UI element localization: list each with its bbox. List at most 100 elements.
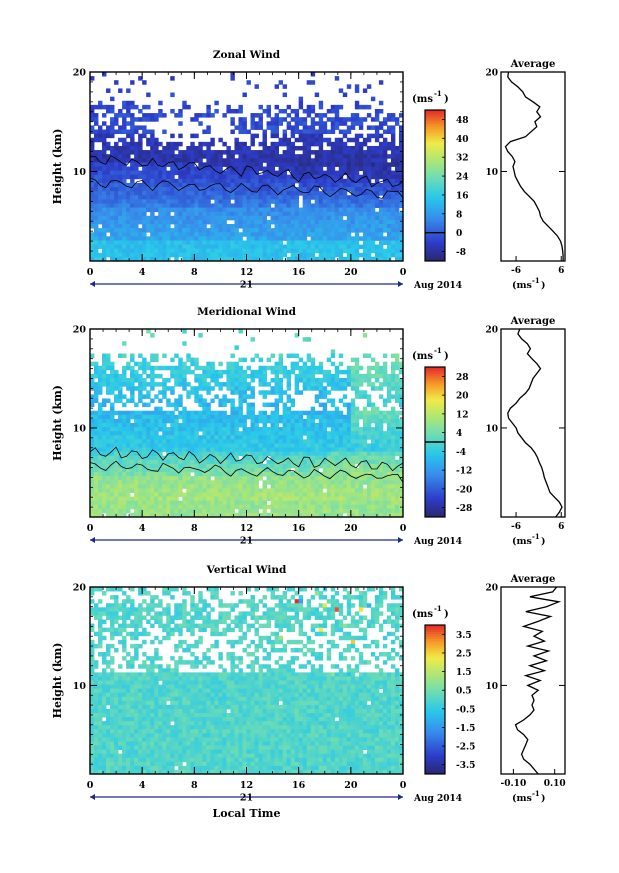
heatmap-cell xyxy=(338,224,344,229)
heatmap-cell xyxy=(350,492,356,497)
heatmap-cell xyxy=(110,195,115,200)
heatmap-cell xyxy=(190,480,195,485)
heatmap-cell xyxy=(266,414,271,420)
heatmap-cell xyxy=(310,492,316,497)
heatmap-cell xyxy=(374,361,380,367)
heatmap-cell xyxy=(122,224,127,229)
heatmap-cell xyxy=(374,158,380,163)
heatmap-cell xyxy=(370,248,376,254)
heatmap-cell xyxy=(310,219,316,225)
heatmap-cell xyxy=(126,488,131,493)
heatmap-cell xyxy=(302,455,308,461)
heatmap-cell xyxy=(338,353,344,359)
heatmap-cell xyxy=(174,382,179,387)
heatmap-cell xyxy=(162,256,167,262)
heatmap-cell xyxy=(226,484,231,489)
heatmap-cell xyxy=(286,439,292,444)
heatmap-cell xyxy=(146,459,151,465)
heatmap-cell xyxy=(242,390,247,395)
heatmap-cell xyxy=(330,141,336,147)
heatmap-cell xyxy=(138,108,143,114)
heatmap-cell xyxy=(102,236,107,241)
heatmap-cell xyxy=(134,480,139,485)
heatmap-cell xyxy=(302,337,308,342)
heatmap-cell xyxy=(318,219,324,225)
heatmap-cell xyxy=(322,423,328,428)
heatmap-cell xyxy=(330,488,336,493)
heatmap-cell xyxy=(150,382,155,387)
heatmap-cell xyxy=(102,373,107,379)
heatmap-cell xyxy=(314,398,320,403)
heatmap-cell xyxy=(242,211,247,217)
heatmap-cell xyxy=(238,480,243,485)
heatmap-cell xyxy=(366,394,372,399)
heatmap-cell xyxy=(122,423,127,428)
heatmap-cell xyxy=(110,248,115,254)
heatmap-cell xyxy=(134,447,139,453)
heatmap-cell xyxy=(314,232,320,237)
heatmap-cell xyxy=(118,353,123,359)
heatmap-cell xyxy=(178,410,183,416)
heatmap-cell xyxy=(378,145,384,151)
heatmap-cell xyxy=(390,211,396,217)
heatmap-cell xyxy=(226,386,231,391)
heatmap-cell xyxy=(154,423,159,428)
heatmap-cell xyxy=(218,463,223,469)
heatmap-cell xyxy=(134,496,139,502)
heatmap-cell xyxy=(298,423,304,428)
heatmap-cell xyxy=(174,447,179,453)
heatmap-cell xyxy=(170,236,175,241)
heatmap-cell xyxy=(150,435,155,440)
heatmap-cell xyxy=(198,199,203,204)
heatmap-cell xyxy=(206,199,211,204)
heatmap-cell xyxy=(198,402,203,408)
heatmap-cell xyxy=(134,455,139,461)
heatmap-cell xyxy=(198,228,203,233)
heatmap-cell xyxy=(294,333,300,338)
colorbar-tick-label: 16 xyxy=(456,191,469,201)
heatmap-cell xyxy=(398,492,404,497)
heatmap-cell xyxy=(246,447,251,453)
heatmap-cell xyxy=(162,431,167,436)
heatmap-cell xyxy=(106,228,111,233)
heatmap-cell xyxy=(342,244,348,250)
heatmap-cell xyxy=(150,145,155,151)
heatmap-cell xyxy=(178,378,183,383)
heatmap-cell xyxy=(134,150,139,155)
heatmap-cell xyxy=(310,414,316,420)
heatmap-cell xyxy=(330,349,336,354)
heatmap-cell xyxy=(354,174,360,180)
heatmap-cell xyxy=(350,145,356,151)
heatmap-cell xyxy=(278,154,284,159)
heatmap-cell xyxy=(306,480,312,485)
heatmap-cell xyxy=(218,480,223,485)
heatmap-cell xyxy=(354,211,360,217)
heatmap-cell xyxy=(98,488,103,493)
heatmap-cell xyxy=(382,162,388,167)
heatmap-cell xyxy=(326,373,332,379)
heatmap-cell xyxy=(290,170,296,176)
heatmap-cell xyxy=(198,373,203,379)
heatmap-cell xyxy=(118,240,123,245)
heatmap-cell xyxy=(282,418,288,424)
heatmap-cell xyxy=(98,137,103,143)
heatmap-cell xyxy=(178,414,183,420)
heatmap-cell xyxy=(354,203,360,208)
heatmap-cell xyxy=(258,463,263,469)
heatmap-cell xyxy=(314,484,320,489)
heatmap-cell xyxy=(198,240,203,245)
heatmap-cell xyxy=(186,455,191,461)
heatmap-cell xyxy=(382,166,388,172)
heatmap-cell xyxy=(226,431,231,436)
heatmap-cell xyxy=(126,141,131,147)
heatmap-cell xyxy=(346,459,352,465)
heatmap-cell xyxy=(202,211,207,217)
heatmap-cell xyxy=(194,439,199,444)
heatmap-cell xyxy=(322,451,328,457)
heatmap-cell xyxy=(166,158,171,163)
heatmap-cell xyxy=(382,211,388,217)
heatmap-cell xyxy=(242,378,247,383)
heatmap-cell xyxy=(222,199,227,204)
heatmap-cell xyxy=(150,207,155,213)
heatmap-cell xyxy=(94,480,99,485)
